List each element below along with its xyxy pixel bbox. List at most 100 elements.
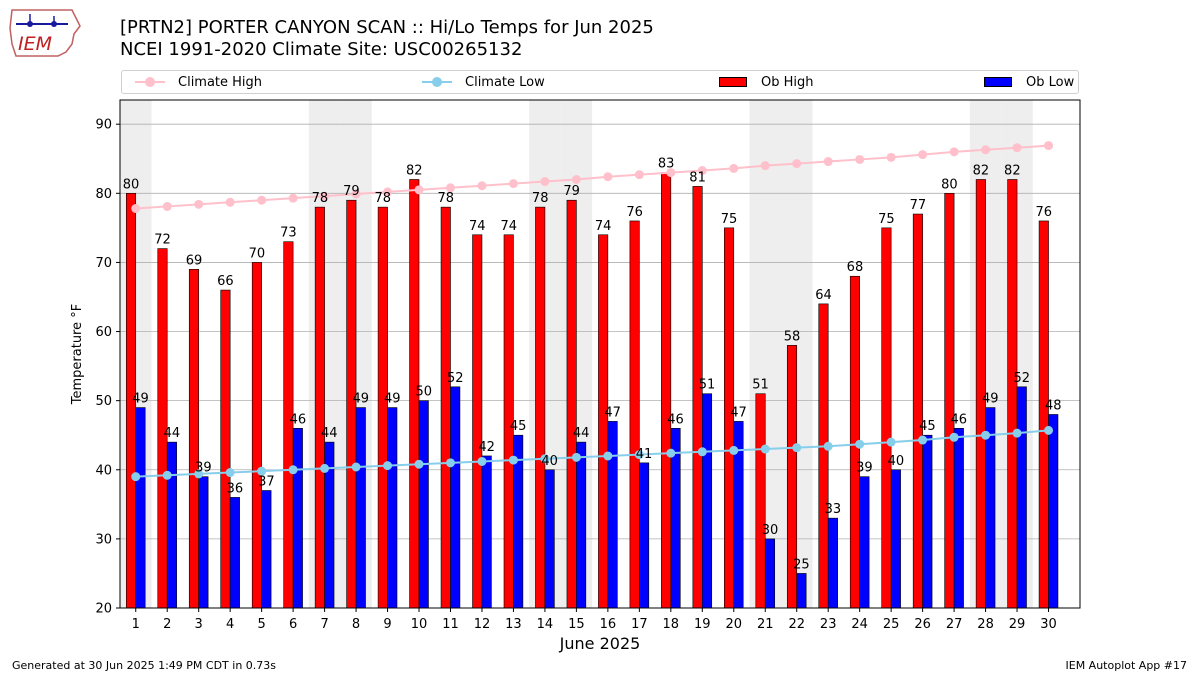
legend-label-ob-high: Ob High (761, 74, 814, 90)
ob-low-bar-day-19 (701, 393, 713, 608)
climate-low-point-day-20 (729, 445, 739, 455)
climate-low-point-day-25 (886, 437, 896, 447)
plot-frame (119, 99, 1081, 609)
x-tick-label-17: 17 (631, 617, 648, 632)
ob-low-bar-day-30 (1048, 414, 1059, 608)
ob-low-bar-day-15 (576, 441, 587, 608)
ob-high-label-day-8: 79 (343, 184, 360, 199)
climate-high-swatch (135, 76, 165, 88)
ob-low-bar-day-6 (292, 427, 303, 608)
logo-text: IEM (18, 33, 52, 55)
climate-low-point-day-17 (634, 450, 644, 460)
ob-low-label-day-3: 39 (195, 461, 212, 476)
climate-low-point-day-29 (1012, 428, 1022, 438)
ob-low-label-day-2: 44 (164, 426, 181, 441)
y-tick-label-90: 90 (95, 118, 112, 133)
x-tick-label-9: 9 (383, 617, 391, 632)
ob-low-bar-day-8 (355, 407, 366, 608)
climate-high-point-day-7 (320, 191, 330, 201)
climate-high-point-day-14 (540, 177, 550, 187)
climate-low-point-day-16 (603, 451, 613, 461)
climate-high-point-day-30 (1044, 141, 1054, 151)
ob-low-label-day-25: 40 (888, 454, 905, 469)
ob-low-bar-day-29 (1016, 386, 1027, 608)
ob-low-label-day-26: 45 (919, 419, 936, 434)
ob-high-label-day-24: 68 (847, 260, 864, 275)
ob-low-bar-day-16 (607, 421, 618, 608)
climate-high-point-day-23 (823, 157, 833, 167)
climate-low-swatch (422, 76, 452, 88)
ob-high-label-day-20: 75 (721, 212, 738, 227)
x-tick-label-14: 14 (537, 617, 554, 632)
ob-low-label-day-8: 49 (353, 392, 370, 407)
ob-low-bar-day-11 (450, 386, 461, 608)
plot-area (120, 100, 1080, 608)
y-tick-label-70: 70 (95, 256, 112, 271)
ob-low-bar-day-2 (166, 441, 177, 608)
ob-high-label-day-16: 74 (595, 219, 612, 234)
x-tick-label-25: 25 (883, 617, 900, 632)
y-tick-label-60: 60 (95, 325, 112, 340)
ob-high-label-day-15: 79 (563, 184, 580, 199)
ob-high-bar-day-11 (440, 206, 451, 608)
climate-high-point-day-10 (414, 185, 424, 195)
climate-low-point-day-28 (981, 430, 991, 440)
ob-high-label-day-28: 82 (973, 163, 990, 178)
ob-low-label-day-1: 49 (132, 392, 149, 407)
x-tick-label-18: 18 (663, 617, 680, 632)
ob-low-label-day-4: 36 (227, 481, 244, 496)
ob-high-bar-day-14 (535, 206, 546, 608)
x-tick-label-29: 29 (1009, 617, 1026, 632)
y-tick-label-80: 80 (95, 187, 112, 202)
ob-high-label-day-23: 64 (815, 288, 832, 303)
climate-low-point-day-10 (414, 459, 424, 469)
ob-high-bar-day-6 (283, 241, 294, 608)
ob-high-bar-day-13 (503, 234, 514, 608)
legend-label-climate-high: Climate High (178, 74, 263, 90)
x-tick-label-1: 1 (132, 617, 140, 632)
legend-label-ob-low: Ob Low (1026, 74, 1075, 90)
climate-low-line (135, 429, 1049, 478)
climate-high-point-day-29 (1012, 143, 1022, 153)
ob-high-bar-day-30 (1038, 220, 1049, 608)
climate-high-point-day-11 (445, 183, 455, 193)
ob-high-bar-day-21 (755, 393, 766, 608)
x-tick-label-3: 3 (195, 617, 203, 632)
climate-low-point-day-14 (540, 454, 550, 464)
ob-high-label-day-9: 78 (375, 191, 392, 206)
climate-high-point-day-3 (194, 199, 204, 209)
ob-high-label-day-29: 82 (1004, 163, 1021, 178)
x-tick-label-23: 23 (820, 617, 837, 632)
iem-logo: IEM (6, 4, 82, 60)
climate-high-point-day-19 (697, 165, 707, 175)
ob-high-label-day-4: 66 (217, 274, 234, 289)
ob-low-bar-day-20 (733, 421, 744, 608)
x-tick-label-7: 7 (320, 617, 328, 632)
climate-low-point-day-3 (194, 469, 204, 479)
ob-high-bar-day-4 (220, 289, 231, 608)
title-line-2: NCEI 1991-2020 Climate Site: USC00265132 (120, 39, 523, 60)
ob-high-bar-day-17 (629, 220, 640, 608)
ob-high-bar-day-16 (598, 234, 609, 608)
x-tick-label-8: 8 (352, 617, 360, 632)
ob-low-label-day-10: 50 (415, 385, 432, 400)
climate-low-point-day-12 (477, 456, 487, 466)
legend-item-climate-high: Climate High (135, 71, 262, 93)
climate-low-point-day-22 (792, 443, 802, 453)
ob-high-label-day-11: 78 (437, 191, 454, 206)
ob-low-label-day-6: 46 (290, 412, 307, 427)
ob-low-bar-day-25 (890, 469, 901, 608)
climate-low-point-day-6 (288, 465, 298, 475)
ob-low-bar-day-4 (229, 497, 240, 608)
ob-high-bar-day-1 (125, 193, 137, 608)
climate-high-point-day-20 (729, 163, 739, 173)
ob-low-bar-day-1 (135, 407, 146, 608)
climate-high-point-day-28 (981, 145, 991, 155)
climate-high-point-day-24 (855, 154, 865, 164)
x-axis-label: June 2025 (559, 634, 641, 653)
y-tick-label-50: 50 (95, 394, 112, 409)
ob-low-label-day-17: 41 (636, 447, 653, 462)
climate-low-point-day-19 (697, 447, 707, 457)
climate-low-point-day-21 (760, 444, 770, 454)
ob-low-bar-day-10 (418, 400, 429, 608)
